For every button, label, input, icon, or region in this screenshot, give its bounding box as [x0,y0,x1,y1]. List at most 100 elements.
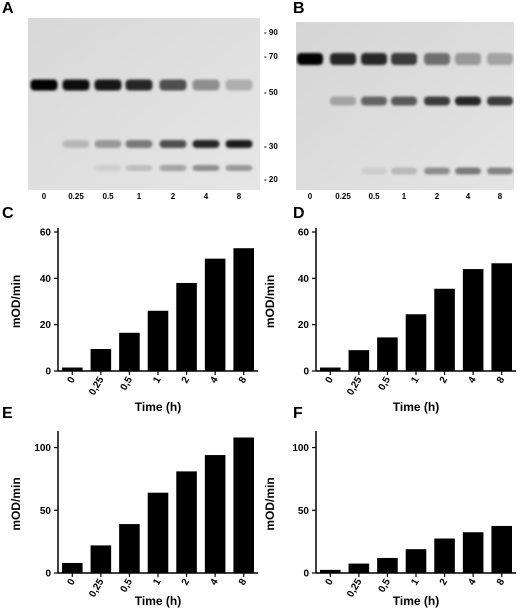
chart-e-bar-1 [90,545,112,573]
bar-chart-c: 0 20 40 60 0 0,25 0,5 1 2 4 8 Time (h) mOD/min [9,228,258,414]
chart-d-x-tick-label-6: 8 [495,375,508,386]
panel-letter-f: F [293,405,303,422]
chart-d-bar-4 [434,288,455,371]
blot-b-band-22-lane-5 [455,167,481,175]
blot-b-band-47-lane-2 [361,96,387,106]
chart-c-x-tick-label-2: 0,5 [119,375,136,393]
chart-c-bar-5 [204,258,226,371]
blot-a-band-50-lane-3 [125,79,153,91]
blot-b-lane-label-4: 2 [434,192,440,201]
chart-e-bar-3 [147,492,169,573]
blot-a-lane-label-2: 0.5 [102,192,114,201]
bar-chart-e: 0 50 100 0 0,25 0,5 1 2 4 8 Time (h) mOD/min [9,431,258,608]
blot-a-lane-label-0: 0 [41,192,47,201]
western-blot-b [296,22,514,190]
blot-b-lane-label-2: 0.5 [368,192,380,201]
chart-e-y-tick-label-2: 100 [34,443,51,454]
chart-c-x-tick-label-0: 0 [66,375,79,386]
chart-f-x-tick-label-5: 4 [466,577,479,588]
chart-c-x-tick-label-1: 0,25 [87,375,106,398]
blot-b-lane-label-6: 8 [497,192,503,201]
chart-d-y-tick-label-2: 40 [298,274,310,285]
chart-c-y-tick-label-2: 40 [40,274,52,285]
chart-d-x-tick-label-0: 0 [324,375,337,386]
chart-c-x-tick-label-3: 1 [151,375,164,386]
blot-b-band-22-lane-6 [487,167,513,175]
chart-e-bar-5 [204,455,226,573]
blot-b-band-70-lane-1 [330,53,356,65]
blot-b-band-47-lane-1 [330,96,356,106]
chart-c-bar-3 [147,310,169,371]
chart-f-y-tick-label-1: 50 [298,506,310,517]
blot-b-lane-label-3: 1 [401,192,407,201]
chart-f-bar-4 [434,538,455,573]
chart-e-bar-6 [233,437,254,573]
chart-c-x-axis-label: Time (h) [135,400,181,414]
chart-c-bar-4 [176,282,197,371]
blot-a-band-50-lane-4 [159,79,187,91]
chart-d-bar-0 [320,367,341,371]
blot-a-lane-label-4: 2 [170,192,176,201]
blot-a-lane-label-6: 8 [236,192,242,201]
mw-marker-90: - 90 [264,28,278,37]
blot-a-band-50-lane-5 [192,79,220,91]
panel-letter-d: D [293,205,305,222]
blot-a-band-30-lane-6 [225,140,253,148]
blot-a-band-22-lane-4 [159,165,187,171]
chart-e-x-tick-label-6: 8 [237,577,250,588]
chart-f-x-axis-label: Time (h) [393,594,439,608]
blot-b-band-70-lane-5 [455,53,481,65]
chart-e-y-axis-label: mOD/min [9,477,23,530]
blot-a-band-50-lane-6 [225,79,253,91]
chart-d-y-tick-label-0: 0 [303,367,309,378]
chart-c-y-tick-label-0: 0 [45,367,51,378]
chart-f-bar-2 [377,557,398,573]
chart-d-x-tick-label-5: 4 [466,375,479,386]
chart-d-bar-6 [491,263,512,371]
blot-b-lane-label-1: 0.25 [335,192,351,201]
blot-a-band-22-lane-3 [125,165,153,171]
chart-e-y-tick-label-0: 0 [45,569,51,580]
chart-e-x-axis-label: Time (h) [135,594,181,608]
chart-c-x-tick-label-5: 4 [208,375,221,386]
chart-e-y-tick-label-1: 50 [40,506,52,517]
panel-letter-c: C [2,205,14,222]
chart-f-x-tick-label-2: 0,5 [377,577,394,595]
blot-a-lane-label-5: 4 [203,192,209,201]
blot-b-band-47-lane-4 [424,96,450,106]
chart-c-bar-6 [233,248,254,371]
chart-f-x-tick-label-4: 2 [438,577,451,588]
chart-f-x-tick-label-0: 0 [324,577,337,588]
chart-c-bar-2 [119,332,140,371]
blot-b-band-70-lane-4 [424,53,450,65]
blot-a-band-22-lane-5 [192,165,220,171]
blot-b-band-47-lane-3 [391,96,417,106]
blot-a-band-30-lane-1 [62,140,90,148]
chart-d-y-axis-label: mOD/min [263,275,277,328]
chart-d-y-tick-label-3: 60 [298,228,310,239]
chart-c-y-tick-label-3: 60 [40,228,52,239]
chart-f-bar-1 [348,563,370,573]
chart-e-bar-4 [176,471,197,573]
chart-e-x-tick-label-3: 1 [151,577,164,588]
chart-e-bar-2 [119,524,140,573]
blot-a-band-30-lane-3 [125,140,153,148]
chart-d-bar-2 [377,337,398,371]
chart-e-bar-0 [62,562,83,573]
chart-d-y-tick-label-1: 20 [298,320,310,331]
chart-f-x-tick-label-6: 8 [495,577,508,588]
blot-a-band-50-lane-0 [30,79,58,91]
chart-c-y-tick-label-1: 20 [40,320,52,331]
blot-a-band-50-lane-2 [94,79,122,91]
chart-f-bar-6 [491,525,512,573]
chart-e-x-tick-label-2: 0,5 [119,577,136,595]
panel-letter-a: A [2,0,14,17]
chart-c-bar-1 [90,348,112,371]
chart-f-bar-5 [462,532,484,573]
blot-b-lane-label-5: 4 [465,192,471,201]
chart-d-bar-3 [405,314,427,371]
chart-d-bar-1 [348,350,370,371]
blot-b-band-22-lane-2 [361,167,387,175]
blot-b-band-22-lane-3 [391,167,417,175]
panel-letter-b: B [293,0,305,17]
